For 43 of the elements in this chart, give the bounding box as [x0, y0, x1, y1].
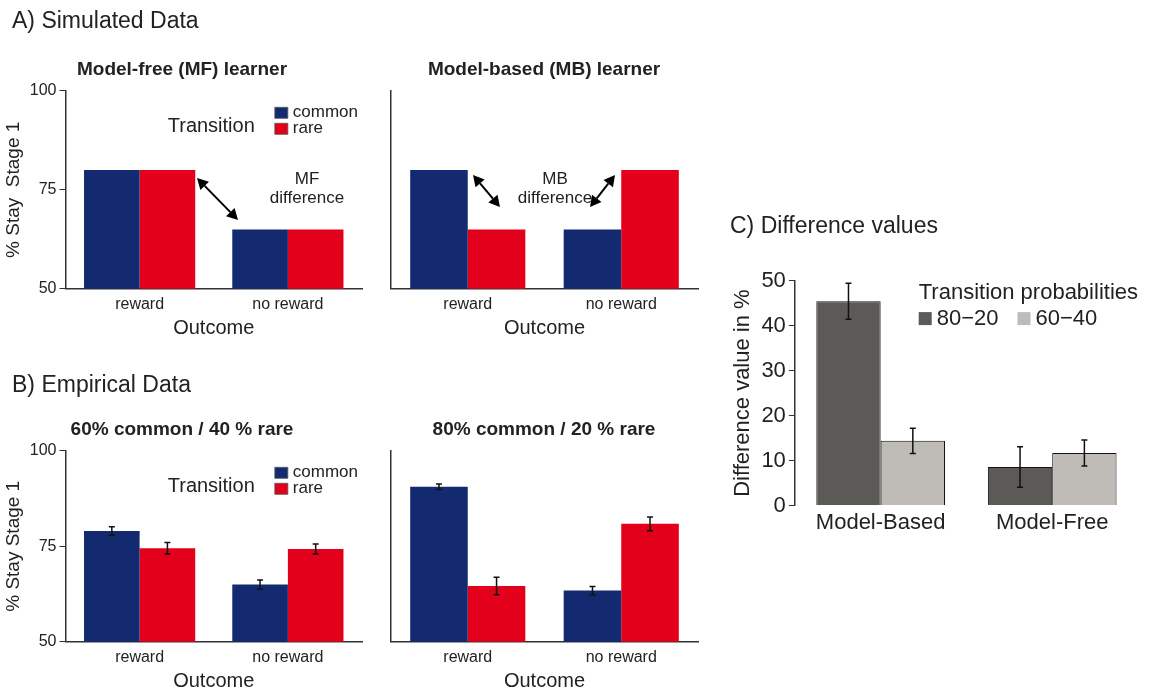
y-axis-title: % Stay Stage 1: [1, 121, 23, 258]
text: A) Simulated Data: [12, 7, 200, 34]
x-axis-title: Outcome: [503, 668, 586, 691]
x-tick-label: no reward: [585, 294, 657, 312]
chart-title: Model-free (MF) learner: [76, 57, 288, 79]
y-tick-label: 30: [761, 356, 786, 382]
x-tick-label: reward: [115, 647, 165, 665]
legend-label: 80−20: [936, 304, 999, 330]
x-axis-title: Outcome: [173, 668, 255, 691]
chart-title: Model-based (MB) learner: [427, 57, 661, 79]
y-tick-label: 0: [773, 491, 786, 517]
text: B) Empirical Data: [12, 371, 192, 398]
y-tick-label: 10: [761, 446, 786, 472]
y-tick-label: 50: [38, 279, 57, 297]
legend-label: 60−40: [1035, 304, 1098, 330]
annotation: MF difference: [268, 169, 346, 208]
x-tick-label: reward: [115, 294, 165, 312]
y-tick-label: 40: [761, 311, 786, 337]
y-axis-title: Difference value in %: [729, 289, 755, 497]
x-tick-label: Model-Based: [815, 508, 946, 534]
x-tick-label: Model-Free: [995, 508, 1109, 534]
y-tick-label: 75: [38, 536, 57, 554]
chart-title: 80% common / 20 % rare: [432, 417, 656, 439]
x-tick-label: reward: [443, 294, 493, 312]
chart-title: C) Difference values: [730, 212, 938, 239]
y-tick-label: 75: [38, 180, 57, 198]
y-tick-label: 100: [29, 81, 57, 99]
x-tick-label: no reward: [252, 647, 324, 665]
x-axis-title: Outcome: [173, 315, 255, 338]
y-axis-title: % Stay Stage 1: [1, 480, 23, 612]
x-tick-label: no reward: [585, 647, 657, 665]
chart-title: 60% common / 40 % rare: [70, 417, 294, 439]
y-tick-label: 50: [38, 632, 57, 650]
x-axis-title: Outcome: [503, 315, 586, 338]
annotation: MB difference: [516, 169, 594, 208]
legend-title: Transition probabilities: [918, 278, 1139, 304]
legend-title: Transition: [167, 114, 255, 137]
y-tick-label: 50: [761, 266, 786, 292]
x-tick-label: reward: [443, 647, 493, 665]
legend-title: Transition: [167, 474, 255, 497]
x-tick-label: no reward: [252, 294, 324, 312]
y-tick-label: 20: [761, 401, 786, 427]
y-tick-label: 100: [29, 441, 57, 459]
